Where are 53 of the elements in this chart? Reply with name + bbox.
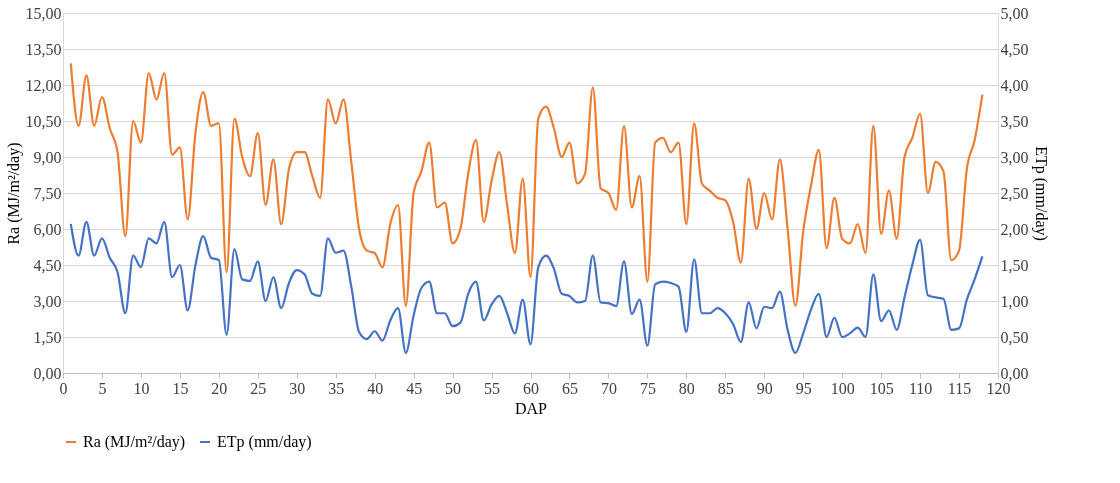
y-tick-label: 0,00: [33, 364, 62, 382]
line-series: [69, 220, 984, 354]
y2-tick-label: 1,00: [1000, 292, 1029, 310]
line-series: [69, 62, 984, 307]
x-tick-label: 85: [717, 379, 734, 397]
y-tick-label: 15,00: [25, 4, 62, 22]
x-tick-label: 5: [98, 379, 107, 397]
x-tick-label: 25: [250, 379, 267, 397]
y-tick-label: 3,00: [33, 292, 62, 310]
legend-label: ETp (mm/day): [217, 433, 312, 451]
x-tick-label: 100: [830, 379, 855, 397]
x-tick-label: 0: [59, 379, 68, 397]
y-tick-label: 9,00: [33, 148, 62, 166]
x-tick-label: 30: [289, 379, 306, 397]
legend-label: Ra (MJ/m²/day): [83, 433, 186, 451]
y2-tick-label: 3,50: [1000, 112, 1029, 130]
x-tick-label: 55: [484, 379, 501, 397]
y2-tick-label: 2,00: [1000, 220, 1029, 238]
x-axis-title: DAP: [514, 399, 548, 417]
y-tick-label: 6,00: [33, 220, 62, 238]
y-tick-label: 10,50: [25, 112, 62, 130]
y2-tick-label: 3,00: [1000, 148, 1029, 166]
y2-tick-label: 2,50: [1000, 184, 1029, 202]
x-tick-label: 95: [795, 379, 812, 397]
x-tick-label: 10: [133, 379, 150, 397]
x-tick-label: 40: [367, 379, 384, 397]
y2-tick-label: 1,50: [1000, 256, 1029, 274]
x-tick-label: 105: [869, 379, 894, 397]
x-tick-label: 75: [639, 379, 656, 397]
x-tick-label: 50: [445, 379, 462, 397]
x-tick-label: 15: [172, 379, 189, 397]
x-tick-label: 20: [211, 379, 228, 397]
y2-axis-title: ETp (mm/day): [1031, 146, 1050, 241]
y-tick-label: 1,50: [33, 328, 62, 346]
y-tick-label: 7,50: [33, 184, 62, 202]
x-tick-label: 115: [947, 379, 972, 397]
y2-tick-label: 4,50: [1000, 40, 1029, 58]
x-tick-label: 110: [908, 379, 933, 397]
y2-tick-label: 5,00: [1000, 4, 1029, 22]
y-tick-label: 12,00: [25, 76, 62, 94]
x-tick-label: 45: [406, 379, 423, 397]
x-tick-label: 80: [678, 379, 695, 397]
x-tick-label: 35: [328, 379, 345, 397]
y-tick-label: 4,50: [33, 256, 62, 274]
y2-tick-label: 4,00: [1000, 76, 1029, 94]
x-tick-label: 70: [600, 379, 617, 397]
y-axis-title: Ra (MJ/m²/day): [4, 142, 23, 245]
x-tick-label: 60: [523, 379, 539, 397]
x-tick-label: 65: [561, 379, 578, 397]
x-tick-label: 90: [756, 379, 773, 397]
y2-tick-label: 0,00: [1000, 364, 1029, 382]
y-tick-label: 13,50: [25, 40, 62, 58]
y2-tick-label: 0,50: [1000, 328, 1029, 346]
